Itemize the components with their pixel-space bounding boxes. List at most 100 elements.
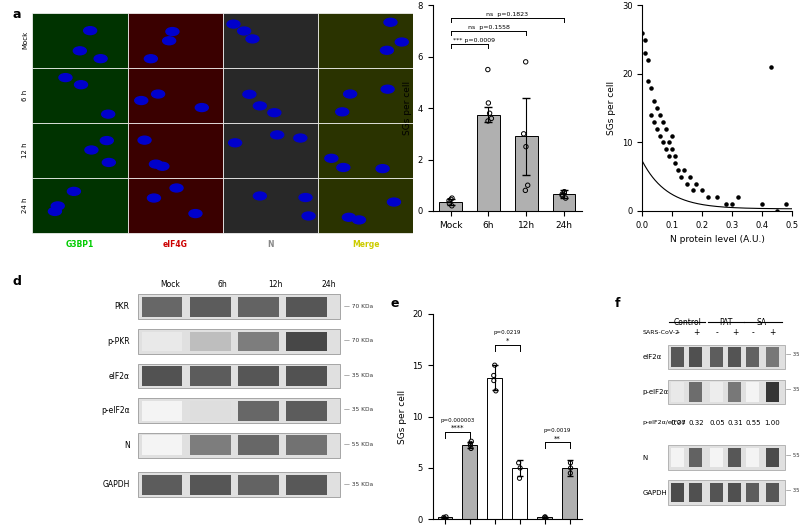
Circle shape — [246, 35, 259, 43]
Circle shape — [85, 146, 98, 154]
Text: — 35 KDa: — 35 KDa — [345, 408, 374, 412]
Bar — [562, 468, 578, 519]
Circle shape — [381, 85, 394, 93]
Circle shape — [243, 90, 256, 98]
Y-axis label: SGs per cell: SGs per cell — [403, 81, 412, 135]
Point — [686, 186, 699, 195]
Circle shape — [100, 137, 114, 145]
Circle shape — [195, 103, 208, 111]
Point — [642, 76, 654, 85]
Point — [660, 145, 673, 154]
Bar — [32, 178, 127, 233]
Circle shape — [294, 134, 307, 142]
Point — [465, 437, 478, 446]
Bar — [127, 13, 223, 68]
Text: GAPDH: GAPDH — [102, 480, 130, 489]
Bar — [318, 178, 414, 233]
Text: — 35 KDa: — 35 KDa — [345, 482, 374, 487]
Point — [756, 200, 769, 208]
Bar — [138, 295, 341, 319]
Bar — [138, 472, 341, 497]
Point — [442, 197, 455, 205]
Text: a: a — [12, 8, 21, 21]
Circle shape — [344, 90, 357, 98]
Circle shape — [299, 193, 312, 201]
Circle shape — [162, 37, 176, 45]
Bar — [671, 483, 684, 502]
Point — [720, 200, 733, 208]
Bar — [728, 483, 741, 502]
Point — [645, 111, 658, 119]
Circle shape — [387, 198, 401, 206]
Y-axis label: SGs per cell: SGs per cell — [607, 81, 616, 135]
Bar — [286, 297, 327, 317]
Bar — [127, 178, 223, 233]
Point — [780, 200, 793, 208]
Bar — [439, 202, 462, 211]
Point — [445, 195, 458, 204]
Point — [639, 36, 652, 44]
Circle shape — [51, 202, 64, 210]
Circle shape — [353, 216, 366, 224]
Bar — [746, 347, 759, 367]
Point — [438, 513, 450, 522]
Point — [678, 165, 690, 174]
Bar — [710, 382, 723, 402]
Text: N: N — [267, 240, 274, 249]
Circle shape — [144, 55, 158, 63]
Bar — [728, 382, 741, 402]
Bar — [690, 448, 702, 467]
Point — [438, 514, 450, 523]
Bar — [728, 347, 741, 367]
Circle shape — [381, 46, 394, 54]
Circle shape — [384, 19, 397, 26]
Text: +: + — [693, 328, 699, 337]
Bar — [286, 366, 327, 386]
Point — [519, 143, 532, 151]
Point — [710, 193, 723, 201]
Circle shape — [302, 212, 315, 220]
Text: c: c — [600, 0, 608, 2]
Text: 0.55: 0.55 — [746, 420, 761, 426]
Circle shape — [59, 74, 72, 82]
Bar — [142, 401, 182, 420]
Bar — [238, 332, 278, 351]
Bar — [766, 448, 778, 467]
Bar — [32, 123, 127, 178]
Circle shape — [156, 162, 169, 170]
Text: N: N — [124, 441, 130, 450]
Bar — [766, 382, 778, 402]
Point — [669, 158, 682, 167]
Text: eIF2α: eIF2α — [109, 372, 130, 381]
Circle shape — [254, 192, 266, 200]
Point — [556, 190, 569, 198]
Text: 1.00: 1.00 — [765, 420, 781, 426]
Text: 0.31: 0.31 — [727, 420, 743, 426]
Point — [465, 444, 478, 453]
Bar — [142, 475, 182, 494]
Point — [556, 191, 569, 200]
Text: — 55 KDa: — 55 KDa — [786, 453, 800, 458]
Bar — [138, 364, 341, 388]
Bar — [223, 178, 318, 233]
Bar — [487, 377, 502, 519]
Bar — [318, 68, 414, 123]
Text: p-eIF2α: p-eIF2α — [101, 406, 130, 415]
Point — [770, 207, 783, 215]
Bar — [142, 297, 182, 317]
Bar — [668, 379, 785, 404]
Bar — [515, 136, 538, 211]
Text: SARS-CoV-2: SARS-CoV-2 — [642, 330, 679, 335]
Point — [732, 193, 745, 201]
Bar — [690, 483, 702, 502]
Text: — 35 KDa: — 35 KDa — [786, 352, 800, 357]
Bar — [142, 332, 182, 351]
Point — [512, 458, 525, 467]
Point — [518, 129, 530, 138]
Text: — 35 KDa: — 35 KDa — [786, 488, 800, 493]
Point — [439, 513, 452, 521]
Point — [674, 172, 687, 181]
Point — [657, 138, 670, 147]
Text: d: d — [12, 275, 21, 288]
Text: SA: SA — [757, 318, 767, 327]
